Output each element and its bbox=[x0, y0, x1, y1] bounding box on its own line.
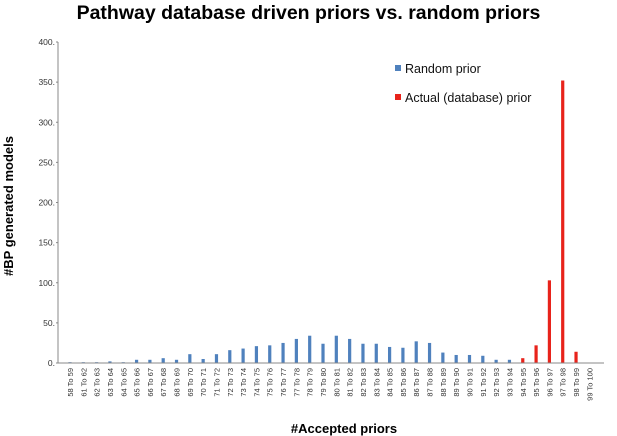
bar-random-prior bbox=[494, 359, 498, 363]
bar-random-prior bbox=[228, 350, 232, 363]
x-tick-label: 73 To 74 bbox=[239, 368, 248, 397]
x-tick-label: 88 To 89 bbox=[439, 368, 448, 397]
bar-actual-prior bbox=[561, 80, 565, 364]
x-tick-label: 95 To 96 bbox=[532, 368, 541, 397]
bar-random-prior bbox=[507, 359, 512, 363]
bar-random-prior bbox=[148, 359, 152, 363]
bar-actual-prior bbox=[547, 280, 551, 363]
y-tick-label: 350. bbox=[38, 77, 55, 87]
x-tick-label: 80 To 81 bbox=[332, 368, 341, 397]
y-tick-label: 0. bbox=[48, 358, 55, 368]
bar-random-prior bbox=[281, 342, 285, 363]
x-tick-label: 79 To 80 bbox=[319, 368, 328, 397]
x-tick-label: 81 To 82 bbox=[346, 368, 355, 397]
legend-swatch-actual-prior bbox=[395, 94, 401, 100]
legend-label-random-prior: Random prior bbox=[405, 62, 481, 76]
x-tick-label: 82 To 83 bbox=[359, 368, 368, 397]
bar-random-prior bbox=[161, 358, 165, 363]
x-tick-label: 65 To 66 bbox=[133, 368, 142, 397]
x-tick-label: 58 To 59 bbox=[66, 368, 75, 397]
bar-random-prior bbox=[441, 352, 445, 363]
y-tick-label: 100. bbox=[38, 278, 55, 288]
x-axis-ticks: 58 To 59 61 To 62 62 To 63 63 To 64 64 To 65… bbox=[66, 368, 594, 401]
legend-label-actual-prior: Actual (database) prior bbox=[405, 91, 531, 105]
bar-random-prior bbox=[361, 343, 365, 363]
x-tick-label: 83 To 84 bbox=[372, 368, 381, 397]
x-tick-label: 90 To 91 bbox=[465, 368, 474, 397]
bar-random-prior bbox=[414, 341, 418, 363]
y-tick-label: 200. bbox=[38, 198, 55, 208]
chart-title: Pathway database driven priors vs. rando… bbox=[76, 2, 541, 24]
bar-series bbox=[68, 80, 578, 364]
x-tick-label: 75 To 76 bbox=[266, 368, 275, 397]
bar-random-prior bbox=[481, 355, 485, 363]
x-tick-label: 89 To 90 bbox=[452, 368, 461, 397]
x-tick-label: 67 To 68 bbox=[159, 368, 168, 397]
x-tick-label: 86 To 87 bbox=[412, 368, 421, 397]
bar-random-prior bbox=[108, 361, 112, 363]
x-tick-label: 91 To 92 bbox=[479, 368, 488, 397]
x-tick-label: 87 To 88 bbox=[426, 368, 435, 397]
x-tick-label: 68 To 69 bbox=[173, 368, 182, 397]
bar-random-prior bbox=[201, 358, 205, 363]
x-tick-label: 69 To 70 bbox=[186, 368, 195, 397]
y-tick-label: 50. bbox=[43, 318, 55, 328]
y-tick-label: 400. bbox=[38, 37, 55, 47]
x-tick-label: 64 To 65 bbox=[119, 368, 128, 397]
bar-random-prior bbox=[241, 348, 245, 363]
x-tick-label: 61 To 62 bbox=[79, 368, 88, 397]
bar-random-prior bbox=[268, 345, 272, 363]
x-tick-label: 71 To 72 bbox=[212, 368, 221, 397]
bar-random-prior bbox=[387, 346, 392, 363]
x-tick-label: 98 To 99 bbox=[572, 368, 581, 397]
x-tick-label: 96 To 97 bbox=[545, 368, 554, 397]
bar-actual-prior bbox=[574, 351, 578, 363]
y-tick-label: 250. bbox=[38, 157, 55, 167]
bar-random-prior bbox=[308, 335, 312, 363]
bar-random-prior bbox=[134, 359, 139, 363]
bar-random-prior bbox=[188, 354, 192, 363]
legend: Random prior Actual (database) prior bbox=[395, 62, 531, 105]
x-tick-label: 76 To 77 bbox=[279, 368, 288, 397]
legend-swatch-random-prior bbox=[395, 65, 401, 71]
bar-actual-prior bbox=[534, 345, 538, 363]
x-tick-label: 84 To 85 bbox=[386, 368, 395, 397]
y-axis-ticks: 0. 50. 100. 150. 200. 250. 300. 350. 400. bbox=[38, 37, 58, 368]
x-tick-label: 63 To 64 bbox=[106, 368, 115, 397]
bar-random-prior bbox=[254, 346, 259, 363]
bar-random-prior bbox=[348, 338, 352, 363]
x-tick-label: 85 To 86 bbox=[399, 368, 408, 397]
x-tick-label: 99 To 100 bbox=[585, 368, 594, 401]
bar-random-prior bbox=[294, 338, 298, 363]
bar-random-prior bbox=[174, 359, 179, 363]
y-axis-title: #BP generated models bbox=[1, 136, 16, 276]
bar-random-prior bbox=[401, 347, 405, 363]
x-tick-label: 97 To 98 bbox=[559, 368, 568, 397]
bar-random-prior bbox=[374, 343, 378, 363]
x-tick-label: 72 To 73 bbox=[226, 368, 235, 397]
x-tick-label: 94 To 95 bbox=[519, 368, 528, 397]
bar-random-prior bbox=[334, 335, 338, 363]
x-tick-label: 92 To 93 bbox=[492, 368, 501, 397]
x-tick-label: 93 To 94 bbox=[505, 368, 514, 397]
x-tick-label: 70 To 71 bbox=[199, 368, 208, 397]
bar-random-prior bbox=[321, 343, 325, 363]
bar-random-prior bbox=[454, 354, 458, 363]
y-tick-label: 300. bbox=[38, 117, 55, 127]
bar-random-prior bbox=[467, 354, 472, 363]
x-tick-label: 78 To 79 bbox=[306, 368, 315, 397]
y-tick-label: 150. bbox=[38, 238, 55, 248]
bar-actual-prior bbox=[521, 358, 525, 363]
x-tick-label: 77 To 78 bbox=[292, 368, 301, 397]
x-axis-title: #Accepted priors bbox=[291, 421, 397, 436]
x-tick-label: 62 To 63 bbox=[93, 368, 102, 397]
x-tick-label: 66 To 67 bbox=[146, 368, 155, 397]
bar-random-prior bbox=[427, 342, 432, 363]
x-tick-label: 74 To 75 bbox=[252, 368, 261, 397]
bar-random-prior bbox=[214, 354, 219, 363]
